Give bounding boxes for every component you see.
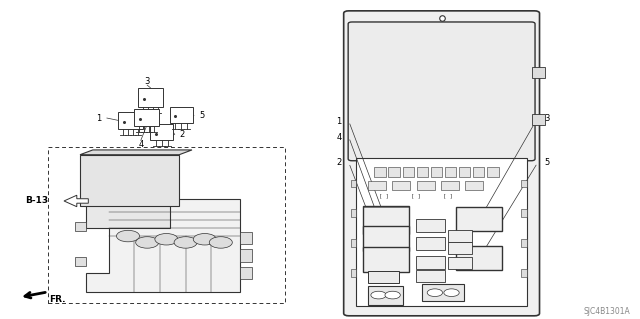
FancyBboxPatch shape [344,11,540,316]
Bar [368,286,403,305]
Circle shape [174,237,197,248]
Bar [521,269,527,277]
Bar [351,269,356,277]
Bar [363,247,409,272]
Circle shape [155,234,178,245]
Bar [448,242,472,254]
Bar [465,181,483,190]
Bar [416,237,445,250]
Bar [374,167,386,177]
Circle shape [371,291,387,299]
Bar [368,271,399,283]
Text: 5: 5 [545,158,550,167]
Bar [417,167,428,177]
Polygon shape [86,177,170,228]
Text: [ ]: [ ] [443,193,453,198]
Bar [431,167,442,177]
Bar [521,239,527,247]
Text: 2: 2 [337,158,342,167]
Bar [138,88,163,107]
Circle shape [385,291,401,299]
Bar [456,246,502,270]
Bar [487,167,499,177]
Bar [448,230,472,242]
Bar [75,257,86,266]
Bar [441,181,459,190]
Text: B-13: B-13 [26,197,49,205]
Bar [363,226,409,251]
Text: [ ]: [ ] [411,193,421,198]
Circle shape [193,234,216,245]
Bar [150,124,173,140]
Text: 1: 1 [337,117,342,126]
Polygon shape [86,199,240,292]
Bar [416,219,445,232]
Bar [240,267,252,279]
Bar [363,206,409,234]
Text: SJC4B1301A: SJC4B1301A [584,307,630,316]
Polygon shape [80,155,179,206]
Bar [448,257,472,269]
Bar [351,180,356,188]
Bar [445,167,456,177]
Bar [48,147,285,303]
Text: 3: 3 [545,114,550,122]
Text: 1: 1 [97,114,102,122]
Bar [356,158,527,306]
Bar [351,239,356,247]
Bar [532,114,545,125]
Bar [388,167,400,177]
Polygon shape [64,195,88,207]
Polygon shape [80,150,192,155]
Bar [363,207,409,233]
Bar [532,67,545,78]
Bar [170,107,193,123]
Bar [351,209,356,217]
Bar [240,232,252,244]
Bar [422,284,464,301]
Bar [75,222,86,231]
Bar [473,167,484,177]
Bar [368,181,386,190]
Text: 4: 4 [337,133,342,142]
Circle shape [444,289,460,297]
FancyBboxPatch shape [348,22,535,161]
Bar [118,112,143,129]
Bar [403,167,414,177]
Text: 4: 4 [138,140,143,149]
Bar [459,167,470,177]
Text: 5: 5 [199,111,204,120]
Bar [521,209,527,217]
Circle shape [428,289,443,297]
Text: FR.: FR. [49,295,66,304]
Circle shape [209,237,232,248]
Bar [416,256,445,269]
Circle shape [136,237,159,248]
Bar [417,181,435,190]
Text: 3: 3 [145,77,150,86]
Text: 2: 2 [180,130,185,139]
Bar [521,180,527,188]
Circle shape [116,230,140,242]
Bar [134,109,159,126]
Bar [416,270,445,283]
Bar [392,181,410,190]
Bar [456,207,502,231]
Bar [240,249,252,262]
Text: [ ]: [ ] [379,193,389,198]
